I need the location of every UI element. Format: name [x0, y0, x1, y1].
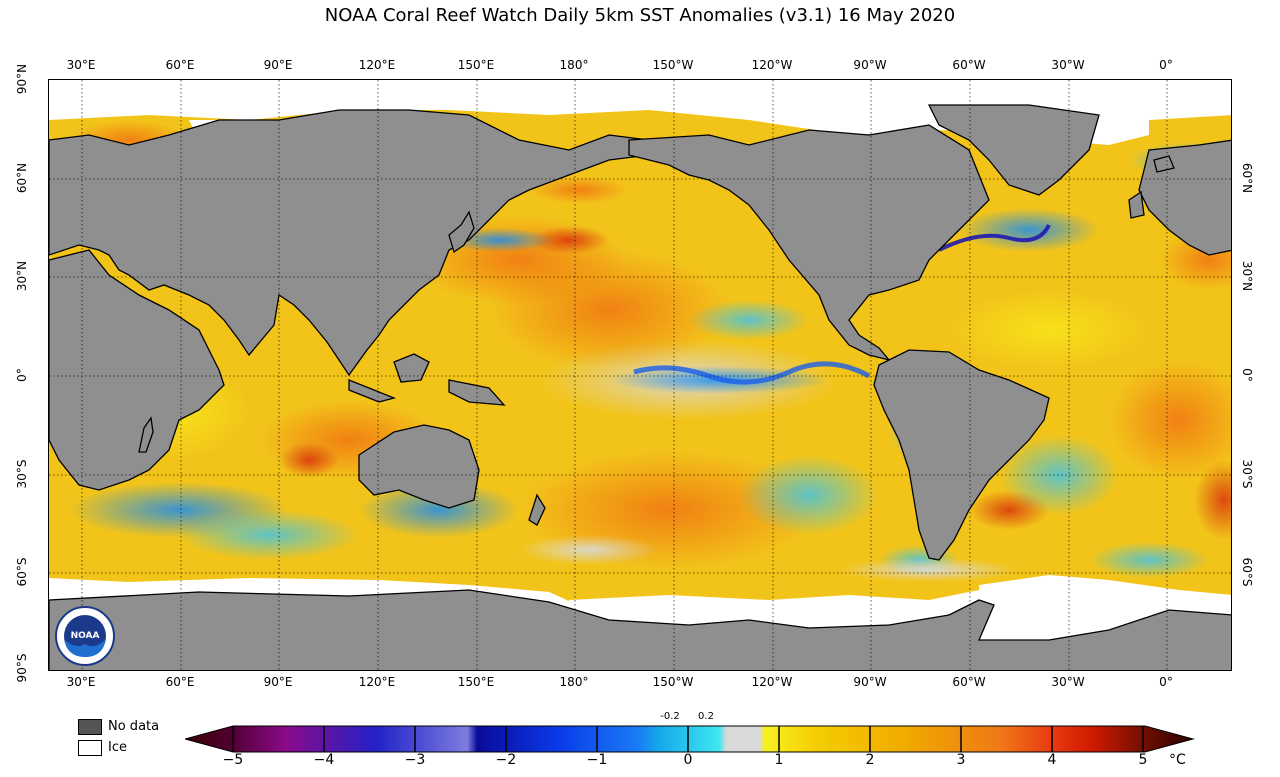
lon-tick: 60°E	[165, 675, 195, 689]
graticule	[49, 80, 1231, 670]
colorbar-tick: 3	[956, 752, 966, 768]
colorbar-tick: −1	[586, 752, 608, 768]
lon-tick: 60°E	[165, 58, 195, 72]
british-isles	[1128, 190, 1145, 219]
lon-tick: 90°E	[263, 675, 293, 689]
lat-tick: 0°	[1240, 368, 1254, 382]
lon-tick: 30°W	[1051, 58, 1085, 72]
land	[49, 104, 1231, 670]
lat-tick: 30°S	[15, 459, 29, 489]
lon-tick: 150°E	[457, 58, 495, 72]
lat-tick: 30°N	[15, 260, 29, 292]
sumatra-java	[348, 379, 397, 403]
colorbar-tick: 0	[683, 752, 693, 768]
lon-tick: 150°W	[652, 58, 694, 72]
antarctica	[49, 589, 1231, 670]
colorbar-small-label: 0.2	[698, 711, 714, 722]
ice-label: Ice	[108, 740, 127, 755]
greenland	[927, 104, 1100, 196]
north-america	[628, 124, 990, 362]
madagascar	[138, 416, 154, 453]
colorbar-tick: 2	[865, 752, 875, 768]
borneo	[393, 353, 430, 383]
lon-tick: 180°	[559, 58, 589, 72]
lon-tick: 120°E	[358, 675, 396, 689]
nodata-label: No data	[108, 719, 160, 734]
colorbar-tick: 5	[1138, 752, 1148, 768]
lon-tick: 120°W	[751, 675, 793, 689]
japan	[448, 210, 475, 254]
sst-anomaly-map	[48, 79, 1232, 671]
lon-tick: 90°W	[853, 58, 887, 72]
lat-tick: 60°N	[1240, 162, 1254, 194]
africa	[49, 249, 225, 491]
lat-tick: 30°N	[1240, 260, 1254, 292]
colorbar-tick: −5	[222, 752, 244, 768]
colorbar-small-label: -0.2	[660, 711, 680, 722]
lat-tick: 30°S	[1240, 459, 1254, 489]
lon-tick: 150°W	[652, 675, 694, 689]
australia	[358, 424, 480, 509]
south-america	[873, 349, 1050, 561]
ice-swatch	[78, 740, 102, 756]
map-svg	[49, 80, 1231, 670]
lon-tick: 60°W	[952, 58, 986, 72]
lat-tick: 90°S	[15, 653, 29, 683]
noaa-logo-text: NOAA	[71, 631, 100, 641]
colorbar-tick: −3	[404, 752, 426, 768]
map-title: NOAA Coral Reef Watch Daily 5km SST Anom…	[324, 5, 956, 26]
lon-tick: 0°	[1159, 58, 1173, 72]
eurasia	[49, 109, 742, 377]
iceland	[1153, 155, 1175, 173]
lon-tick: 120°E	[358, 58, 396, 72]
lon-tick: 150°E	[457, 675, 495, 689]
colorbar-tick: −2	[495, 752, 517, 768]
new-guinea	[448, 379, 506, 406]
noaa-logo: NOAA	[55, 606, 115, 666]
lat-tick: 0°	[15, 368, 29, 382]
colorbar	[183, 724, 1195, 754]
nodata-swatch	[78, 719, 102, 735]
new-zealand	[528, 493, 546, 526]
lon-tick: 90°E	[263, 58, 293, 72]
colorbar-unit: °C	[1169, 752, 1186, 768]
lat-tick: 60°S	[1240, 557, 1254, 587]
lon-tick: 30°E	[66, 58, 96, 72]
lon-tick: 30°W	[1051, 675, 1085, 689]
lat-tick: 60°N	[15, 162, 29, 194]
lat-tick: 90°N	[15, 63, 29, 95]
colorbar-tick: 1	[774, 752, 784, 768]
colorbar-tick: −4	[313, 752, 335, 768]
lon-tick: 90°W	[853, 675, 887, 689]
colorbar-tick: 4	[1047, 752, 1057, 768]
lon-tick: 0°	[1159, 675, 1173, 689]
lon-tick: 180°	[559, 675, 589, 689]
lon-tick: 60°W	[952, 675, 986, 689]
lat-tick: 60°S	[15, 557, 29, 587]
lon-tick: 30°E	[66, 675, 96, 689]
lon-tick: 120°W	[751, 58, 793, 72]
